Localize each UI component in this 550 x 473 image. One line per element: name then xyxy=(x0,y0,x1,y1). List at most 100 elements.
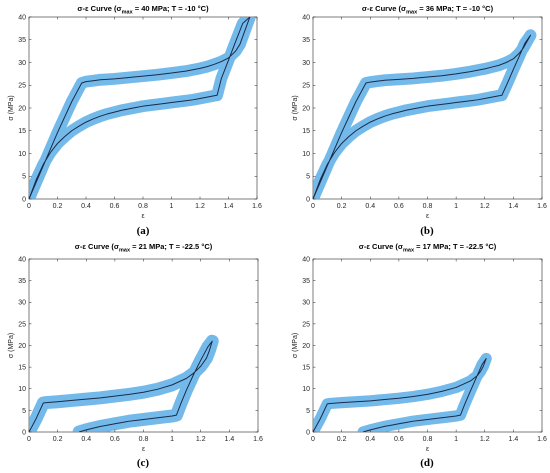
chart-title: σ-ε Curve (σmax = 21 MPa; T = -22.5 °C) xyxy=(75,242,213,254)
mean-curve xyxy=(313,34,532,199)
x-tick-label: 1 xyxy=(170,436,174,443)
x-tick-label: 1.6 xyxy=(252,203,262,210)
y-tick-label: 15 xyxy=(18,365,26,372)
y-tick-label: 25 xyxy=(18,83,26,90)
y-axis-label: σ (MPa) xyxy=(292,95,299,120)
chart-panel-a: 0 0.2 0.4 0.6 0.8 1 1.2 1.4 1.6 0 5 10 15 20 25 30 35 40 ε… xyxy=(8,4,262,237)
x-tick-label: 0.6 xyxy=(394,436,404,443)
x-tick-label: 1.2 xyxy=(195,203,205,210)
title-suffix: = 40 MPa; T = -10 °C) xyxy=(133,4,209,13)
x-tick-label: 0.4 xyxy=(81,436,91,443)
y-tick-label: 25 xyxy=(302,83,310,90)
y-tick-label: 20 xyxy=(18,343,26,350)
x-tick-label: 0 xyxy=(311,436,315,443)
y-tick-label: 10 xyxy=(18,151,26,158)
x-axis-label: ε xyxy=(142,446,145,453)
mean-curve xyxy=(29,340,213,432)
x-tick-label: 0.8 xyxy=(138,203,148,210)
y-tick-label: 5 xyxy=(22,408,26,415)
panel-label: (c) xyxy=(137,457,150,469)
x-tick-label: 0 xyxy=(311,203,315,210)
y-axis-label: σ (MPa) xyxy=(292,333,299,358)
y-tick-label: 20 xyxy=(302,105,310,112)
y-tick-label: 30 xyxy=(302,60,310,67)
x-tick-label: 1 xyxy=(170,203,174,210)
title-suffix: = 36 MPa; T = -10 °C) xyxy=(417,4,493,13)
panel-label: (d) xyxy=(420,457,434,469)
y-tick-label: 35 xyxy=(302,37,310,44)
x-tick-label: 1.6 xyxy=(253,436,263,443)
x-tick-label: 1.2 xyxy=(480,436,490,443)
title-suffix: = 21 MPa; T = -22.5 °C) xyxy=(130,242,213,251)
x-tick-label: 1.2 xyxy=(196,436,206,443)
y-tick-label: 0 xyxy=(22,429,26,436)
y-tick-label: 15 xyxy=(18,128,26,135)
x-tick-label: 0.2 xyxy=(337,203,347,210)
x-tick-label: 0 xyxy=(27,203,31,210)
x-axis-label: ε xyxy=(426,213,429,220)
y-tick-label: 40 xyxy=(18,256,26,263)
y-tick-label: 40 xyxy=(18,14,26,21)
y-axis-label: σ (MPa) xyxy=(8,95,15,120)
y-tick-label: 25 xyxy=(18,321,26,328)
y-tick-label: 10 xyxy=(18,386,26,393)
mean-curve xyxy=(29,17,251,199)
x-tick-label: 0 xyxy=(27,436,31,443)
title-suffix: = 17 MPa; T = -22.5 °C) xyxy=(414,242,497,251)
title-prefix: σ-ε Curve (σ xyxy=(77,4,121,13)
title-prefix: σ-ε Curve (σ xyxy=(359,242,403,251)
y-tick-label: 30 xyxy=(302,300,310,307)
y-tick-label: 0 xyxy=(22,196,26,203)
y-tick-label: 5 xyxy=(306,408,310,415)
y-tick-label: 5 xyxy=(22,174,26,181)
y-tick-label: 20 xyxy=(18,105,26,112)
mean-curve xyxy=(313,357,487,432)
title-prefix: σ-ε Curve (σ xyxy=(362,4,406,13)
x-tick-label: 0.6 xyxy=(110,436,120,443)
x-tick-label: 1.4 xyxy=(509,436,519,443)
y-tick-label: 35 xyxy=(302,278,310,285)
x-tick-label: 1.6 xyxy=(537,203,547,210)
y-tick-label: 0 xyxy=(306,196,310,203)
x-tick-label: 0.4 xyxy=(365,203,375,210)
y-tick-label: 25 xyxy=(302,321,310,328)
data-layer xyxy=(313,352,492,432)
x-tick-label: 1.4 xyxy=(225,436,235,443)
y-tick-label: 40 xyxy=(302,14,310,21)
panel-label: (a) xyxy=(137,225,150,237)
x-tick-label: 0.2 xyxy=(337,436,347,443)
x-axis-label: ε xyxy=(141,213,144,220)
title-prefix: σ-ε Curve (σ xyxy=(75,242,119,251)
x-tick-label: 1.4 xyxy=(509,203,519,210)
x-tick-label: 1.2 xyxy=(480,203,490,210)
x-tick-label: 0.6 xyxy=(110,203,120,210)
chart-panel-b: 0 0.2 0.4 0.6 0.8 1 1.2 1.4 1.6 0 5 10 15 20 25 30 35 40 ε… xyxy=(292,4,547,237)
title-subscript: max xyxy=(403,248,415,254)
y-tick-label: 30 xyxy=(18,300,26,307)
x-tick-label: 0.8 xyxy=(139,436,149,443)
y-tick-label: 15 xyxy=(302,128,310,135)
data-layer xyxy=(29,17,256,199)
chart-panel-c: 0 0.2 0.4 0.6 0.8 1 1.2 1.4 1.6 0 5 10 15 20 25 30 35 40 ε… xyxy=(8,242,263,469)
x-tick-label: 0.4 xyxy=(365,436,375,443)
y-tick-label: 40 xyxy=(302,256,310,263)
y-tick-label: 10 xyxy=(302,151,310,158)
x-tick-label: 1.6 xyxy=(537,436,547,443)
x-tick-label: 1.4 xyxy=(224,203,234,210)
panel-label: (b) xyxy=(420,225,434,237)
data-layer xyxy=(29,334,219,432)
x-tick-label: 0.4 xyxy=(81,203,91,210)
chart-panel-d: 0 0.2 0.4 0.6 0.8 1 1.2 1.4 1.6 0 5 10 15 20 25 30 35 40 ε… xyxy=(292,242,547,469)
x-axis-label: ε xyxy=(426,446,429,453)
y-tick-label: 0 xyxy=(306,429,310,436)
chart-title: σ-ε Curve (σmax = 40 MPa; T = -10 °C) xyxy=(77,4,209,16)
title-subscript: max xyxy=(406,10,418,16)
chart-title: σ-ε Curve (σmax = 17 MPa; T = -22.5 °C) xyxy=(359,242,497,254)
x-tick-label: 0.8 xyxy=(423,203,433,210)
x-tick-label: 0.2 xyxy=(53,203,63,210)
title-subscript: max xyxy=(119,248,131,254)
data-layer xyxy=(313,29,537,199)
y-tick-label: 35 xyxy=(18,37,26,44)
y-tick-label: 15 xyxy=(302,365,310,372)
